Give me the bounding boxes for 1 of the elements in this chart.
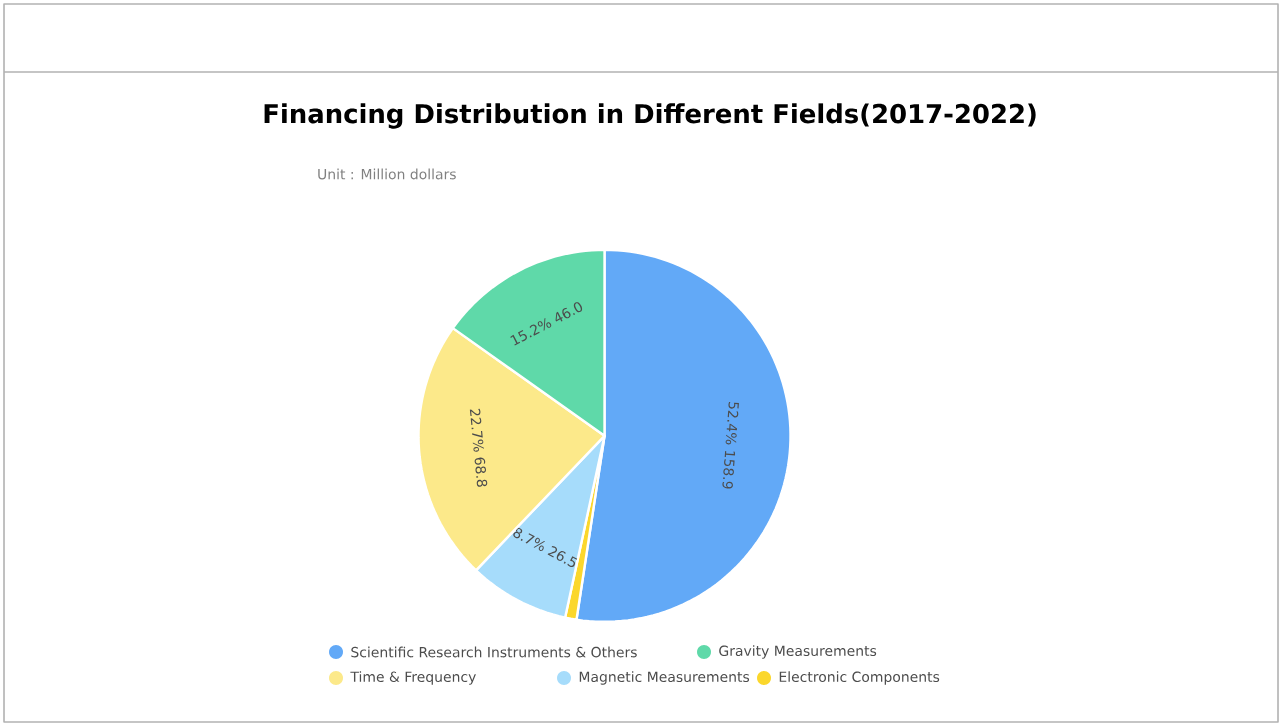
chart-title: Financing Distribution in Different Fields(2017-2022) [264, 103, 1036, 129]
